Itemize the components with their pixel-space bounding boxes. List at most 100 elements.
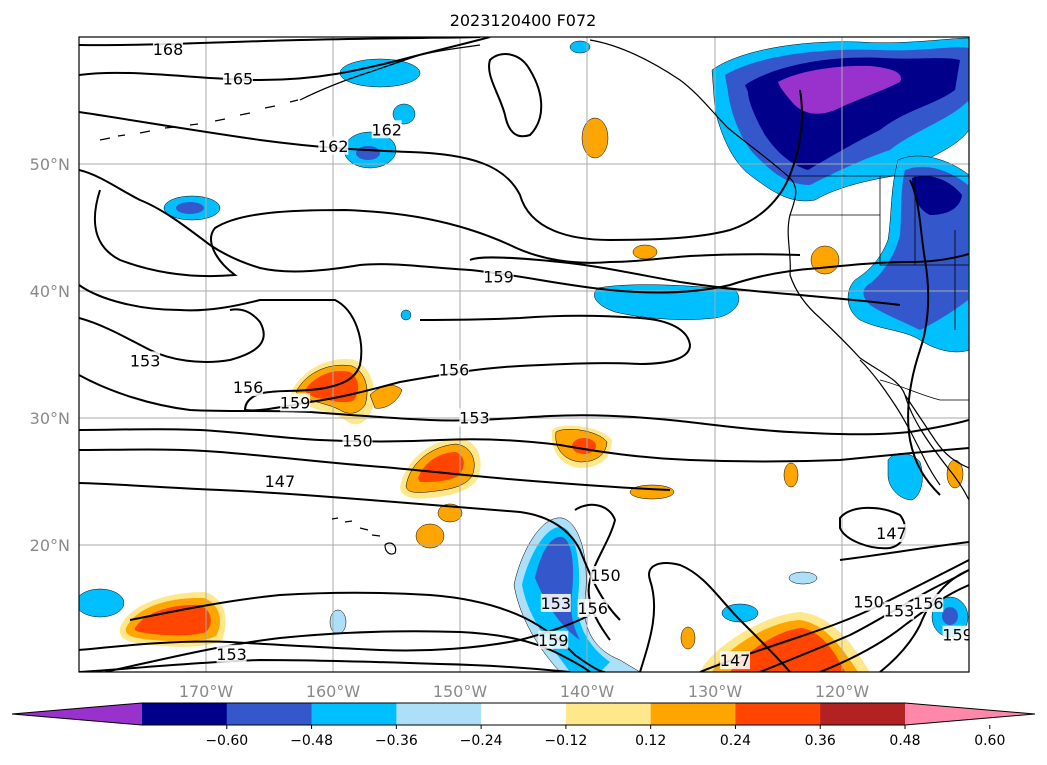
contour-south-2 (79, 658, 571, 672)
contour-label-bg (216, 644, 247, 663)
contour-south-3 (129, 591, 606, 672)
shade-wus-dark (912, 175, 962, 215)
colorbar-extend-high (905, 703, 1035, 725)
shade-blob-se2 (721, 603, 759, 623)
colorbar-tick-label: 0.12 (635, 733, 666, 749)
map-frame (78, 36, 970, 673)
contour-south-1 (79, 614, 591, 652)
contour-153-main (79, 374, 969, 436)
shade-pos-sw-core (134, 604, 211, 636)
contour-label: 162 (318, 137, 349, 156)
contour-150 (79, 428, 969, 463)
coastlines (99, 39, 969, 555)
coast-aleutians (99, 99, 299, 141)
contour-168 (79, 37, 481, 47)
colorbar-tick-label: −0.48 (290, 733, 333, 749)
colorbar-tick-label: −0.24 (460, 733, 503, 749)
contour-label: 159 (538, 631, 569, 650)
gridlines (79, 37, 969, 672)
contour-label-bg (342, 431, 373, 450)
contour-east-6 (839, 541, 969, 561)
contour-label-bg (540, 593, 571, 612)
contour-label: 159 (942, 626, 973, 645)
colorbar-outline (11, 702, 1036, 726)
contour-label: 153 (459, 409, 490, 428)
shade-blob-gulf (339, 58, 421, 88)
map-panel: 1681651621621591591561561531531501471531… (79, 37, 1047, 672)
lon-label: 150°W (433, 682, 488, 701)
contour-label-bg (130, 351, 161, 370)
contour-label-bg (280, 393, 311, 412)
coast-hawaii (331, 517, 397, 555)
colorbar-bin (565, 703, 652, 725)
shade-blob-tiny1 (400, 309, 412, 321)
contour-label-bg (577, 599, 608, 618)
contour-label: 153 (216, 645, 247, 664)
contour-label: 159 (280, 393, 311, 412)
colorbar-bin (820, 703, 906, 725)
contour-label: 147 (265, 472, 296, 491)
contour-east-5 (879, 569, 969, 672)
contour-label-bg (942, 625, 969, 644)
contour-label: 153 (884, 602, 915, 621)
shade-blob-small1 (392, 103, 416, 125)
contour-label: 165 (223, 69, 254, 88)
longitude-labels: 170°W 160°W 150°W 140°W 130°W 120°W (179, 682, 870, 701)
contour-label-bg (913, 593, 944, 612)
colorbar-tick-label: −0.12 (544, 733, 587, 749)
contour-label: 153 (1031, 266, 1047, 285)
shade-blob-aleut2-core (356, 146, 380, 160)
shade-pos-c8 (632, 244, 658, 260)
colorbar-bin (311, 703, 397, 725)
shade-pos-c4-core (572, 438, 596, 454)
lon-label: 140°W (560, 682, 615, 701)
contour-label: 150 (590, 566, 621, 585)
contour-label-bg (483, 267, 514, 286)
contour-label-bg (720, 651, 751, 670)
colorbar-bin (735, 703, 821, 725)
contour-label-bg (876, 524, 907, 543)
contour-south-4 (104, 630, 591, 672)
colorbar-tick-label: 0.24 (720, 733, 751, 749)
coast-gulf-california (904, 394, 969, 469)
lat-label: 50°N (30, 155, 70, 174)
contour-label-bg (233, 378, 264, 397)
contour-153-east (907, 179, 941, 496)
colorbar: −0.60 −0.48 −0.36 −0.24 −0.12 0.12 0.24 0.36 0.4… (11, 702, 1036, 749)
colorbar-tick-label: 0.36 (805, 733, 836, 749)
contour-label: 162 (371, 120, 402, 139)
colorbar-bin (481, 703, 567, 725)
contour-label-bg (371, 120, 402, 139)
lon-label: 130°W (688, 682, 743, 701)
colorbar-tick-label: −0.36 (375, 733, 418, 749)
shade-blob-se3 (788, 571, 818, 585)
contour-label: 156 (913, 594, 944, 613)
lat-label: 30°N (30, 409, 70, 428)
contour-east-4 (819, 584, 969, 672)
contour-label-bg (264, 472, 295, 491)
contour-label: 153 (541, 594, 572, 613)
contour-label: 153 (130, 351, 161, 370)
colorbar-bin (142, 703, 228, 725)
shade-pos-c10 (680, 626, 696, 650)
contour-159-south (469, 256, 901, 306)
contour-label: 159 (483, 268, 514, 287)
colorbar-bin (396, 703, 482, 725)
contour-east-1 (639, 562, 791, 672)
contour-label: 156 (233, 378, 264, 397)
coast-baja (859, 359, 941, 486)
lon-label: 120°W (815, 682, 870, 701)
contour-165 (79, 37, 491, 82)
shaded-anomaly-fields (79, 37, 969, 672)
shade-blob-aleut1-core (176, 202, 204, 214)
contour-label-bg (538, 630, 569, 649)
contour-label: 156 (439, 360, 470, 379)
contour-153 (79, 308, 265, 363)
colorbar-tick-label: 0.48 (889, 733, 920, 749)
shade-pos-c2 (415, 523, 445, 549)
latitude-labels: 20°N 30°N 40°N 50°N (30, 155, 70, 555)
contour-label: 150 (342, 431, 373, 450)
shade-nw-core (778, 65, 901, 114)
contour-label: 147 (876, 524, 907, 543)
border-states-1 (790, 214, 969, 266)
